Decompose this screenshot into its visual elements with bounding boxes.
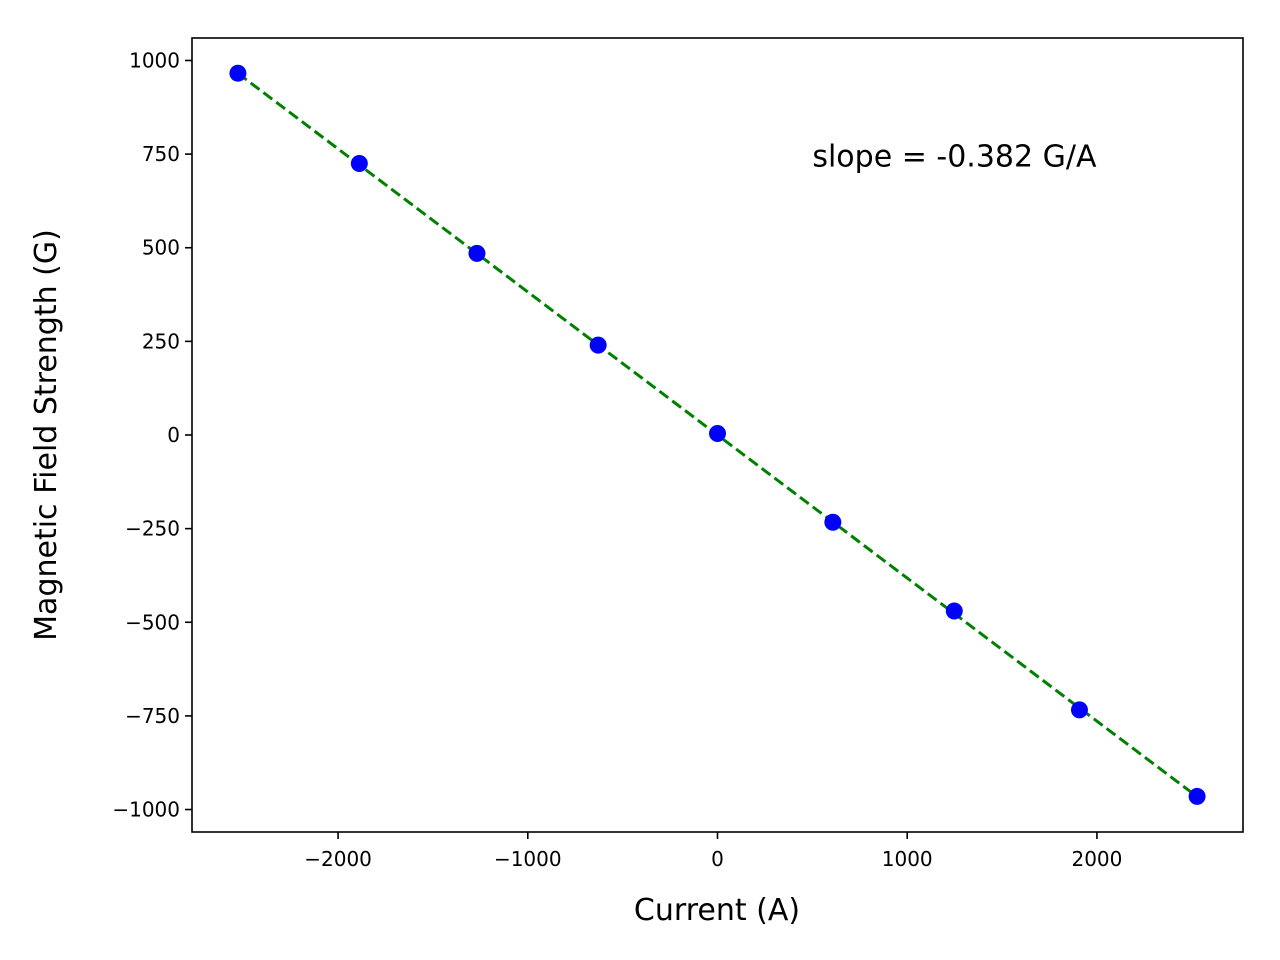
x-tick-label: −1000: [494, 847, 562, 871]
slope-annotation: slope = -0.382 G/A: [812, 140, 1097, 175]
y-axis-label: Magnetic Field Strength (G): [29, 229, 64, 641]
y-tick-label: −500: [125, 610, 180, 634]
data-point: [229, 64, 247, 82]
y-tick-label: 500: [142, 236, 180, 260]
data-point: [709, 425, 726, 443]
data-point: [945, 602, 963, 620]
y-tick-label: −750: [125, 704, 180, 728]
data-point: [1188, 787, 1206, 805]
x-tick-label: 1000: [882, 847, 933, 871]
x-axis-label: Current (A): [634, 893, 800, 928]
y-tick-label: 250: [142, 329, 180, 353]
x-tick-label: −2000: [304, 847, 372, 871]
x-tick-label: 0: [711, 847, 724, 871]
y-tick-label: 750: [142, 142, 180, 166]
data-point: [1070, 701, 1088, 719]
data-point: [350, 154, 368, 172]
data-point: [589, 336, 607, 354]
y-tick-label: −1000: [112, 798, 180, 822]
y-tick-label: 0: [167, 423, 180, 447]
x-tick-label: 2000: [1071, 847, 1122, 871]
y-tick-label: 1000: [129, 48, 180, 72]
data-point: [468, 244, 486, 262]
data-point: [824, 513, 842, 531]
y-tick-label: −250: [125, 517, 180, 541]
